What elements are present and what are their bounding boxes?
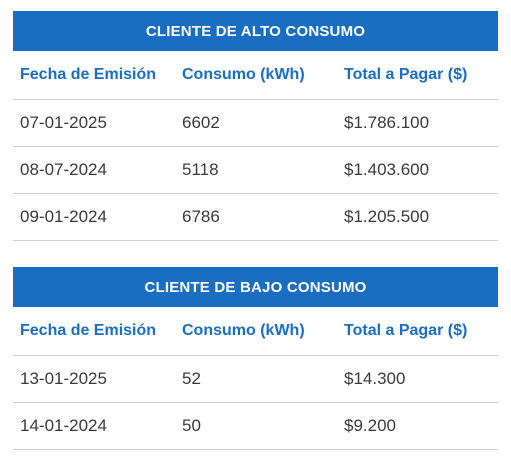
cell-date: 07-01-2025 <box>20 113 107 132</box>
cell-date: 14-01-2024 <box>20 416 107 435</box>
cell-consumption: 6602 <box>182 113 220 132</box>
column-header-date: Fecha de Emisión <box>20 66 157 83</box>
table-row: 14-01-2024 50 $9.200 <box>13 403 498 450</box>
column-header-consumption: Consumo (kWh) <box>182 322 305 339</box>
cell-total: $1.786.100 <box>344 113 430 132</box>
cell-consumption: 6786 <box>182 207 220 226</box>
table-title: CLIENTE DE BAJO CONSUMO <box>13 267 498 307</box>
table-title: CLIENTE DE ALTO CONSUMO <box>13 11 498 51</box>
cell-total: $1.403.600 <box>344 160 430 179</box>
cell-date: 09-01-2024 <box>20 207 107 226</box>
cell-consumption: 52 <box>182 369 201 388</box>
column-header-total: Total a Pagar ($) <box>344 66 468 83</box>
table-row: 07-01-2025 6602 $1.786.100 <box>13 100 498 147</box>
high-consumption-table: CLIENTE DE ALTO CONSUMO Fecha de Emisión… <box>13 11 498 241</box>
table-row: 09-01-2024 6786 $1.205.500 <box>13 194 498 241</box>
low-consumption-table: CLIENTE DE BAJO CONSUMO Fecha de Emisión… <box>13 267 498 450</box>
cell-total: $1.205.500 <box>344 207 430 226</box>
column-header-total: Total a Pagar ($) <box>344 322 468 339</box>
column-header-row: Fecha de Emisión Consumo (kWh) Total a P… <box>13 307 498 356</box>
cell-date: 08-07-2024 <box>20 160 107 179</box>
cell-total: $9.200 <box>344 416 396 435</box>
table-row: 08-07-2024 5118 $1.403.600 <box>13 147 498 194</box>
cell-consumption: 50 <box>182 416 201 435</box>
column-header-consumption: Consumo (kWh) <box>182 66 305 83</box>
table-row: 13-01-2025 52 $14.300 <box>13 356 498 403</box>
cell-consumption: 5118 <box>182 160 219 179</box>
cell-total: $14.300 <box>344 369 406 388</box>
column-header-row: Fecha de Emisión Consumo (kWh) Total a P… <box>13 51 498 100</box>
column-header-date: Fecha de Emisión <box>20 322 157 339</box>
cell-date: 13-01-2025 <box>20 369 107 388</box>
